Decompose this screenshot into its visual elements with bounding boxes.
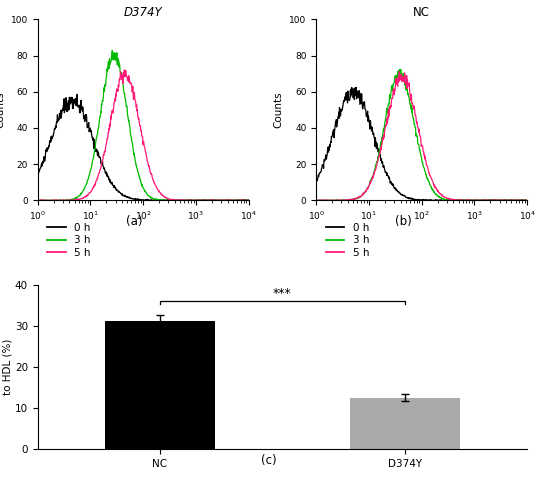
Y-axis label: Counts: Counts (0, 91, 5, 128)
Title: NC: NC (413, 6, 430, 19)
Legend: 0 h, 3 h, 5 h: 0 h, 3 h, 5 h (47, 223, 91, 258)
Bar (105, 321, 215, 449)
Text: (a): (a) (126, 214, 143, 227)
Bar (350, 398, 460, 449)
Legend: 0 h, 3 h, 5 h: 0 h, 3 h, 5 h (325, 223, 369, 258)
Y-axis label: NBD-cholesterol efflux
to HDL (%): NBD-cholesterol efflux to HDL (%) (0, 308, 12, 426)
Title: D374Y: D374Y (124, 6, 162, 19)
Y-axis label: Counts: Counts (274, 91, 284, 128)
Text: (c): (c) (261, 454, 277, 467)
Text: (b): (b) (395, 214, 412, 227)
Text: ***: *** (273, 287, 292, 300)
